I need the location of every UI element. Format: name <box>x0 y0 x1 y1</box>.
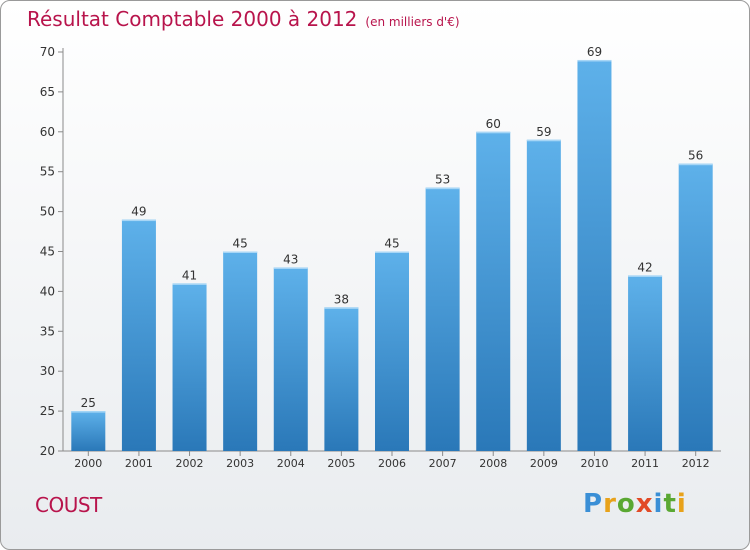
bar-2008 <box>476 131 511 452</box>
y-tick-label: 60 <box>40 125 55 139</box>
y-tick-label: 50 <box>40 205 55 219</box>
data-label: 49 <box>131 205 146 219</box>
y-tick-label: 30 <box>40 364 55 378</box>
bar-top-edge <box>425 187 460 190</box>
logo-letter: P <box>583 489 604 519</box>
commune-name: COUST <box>35 493 102 517</box>
bar-top-edge <box>375 251 409 253</box>
y-tick-label: 45 <box>40 245 55 259</box>
y-tick-label: 65 <box>40 85 55 99</box>
chart-title: Résultat Comptable 2000 à 2012 (en millie… <box>27 7 460 31</box>
x-tick-label: 2004 <box>277 457 305 470</box>
bar-top-edge <box>121 219 156 222</box>
data-label: 59 <box>536 125 551 139</box>
data-label: 69 <box>587 45 602 59</box>
data-labels: 25 49 41 45 43 38 45 53 60 59 69 42 56 <box>81 45 704 410</box>
y-tick-label: 70 <box>40 45 55 59</box>
logo-letter: r <box>603 489 617 519</box>
data-label: 56 <box>688 149 703 163</box>
bar-top-edge <box>476 131 511 134</box>
data-label: 25 <box>81 396 96 410</box>
bar-top-edge <box>273 267 308 269</box>
bar-2010 <box>577 59 612 451</box>
bar-2011 <box>628 275 663 451</box>
bar-2012 <box>678 163 713 451</box>
axes: 20 25 30 35 40 45 50 55 60 65 70 2000 2001 2002 2003 20… <box>40 45 721 470</box>
x-tick-label: 2003 <box>226 457 254 470</box>
x-tick-label: 2006 <box>378 457 406 470</box>
bar-2001 <box>121 219 156 451</box>
x-tick-label: 2002 <box>176 457 204 470</box>
x-tick-label: 2001 <box>125 457 153 470</box>
data-label: 45 <box>233 237 248 251</box>
bar-2009 <box>526 139 561 451</box>
bar-2002 <box>172 283 207 451</box>
bar-2007 <box>425 187 460 451</box>
bars <box>71 59 713 452</box>
y-tick-label: 20 <box>40 444 55 458</box>
data-label: 53 <box>435 173 450 187</box>
x-tick-label: 2008 <box>479 457 507 470</box>
proxiti-logo: Proxiti <box>583 489 687 519</box>
data-label: 38 <box>334 292 349 306</box>
x-tick-label: 2000 <box>74 457 102 470</box>
y-tick-label: 25 <box>40 404 55 418</box>
y-tick-label: 35 <box>40 324 55 338</box>
x-tick-label: 2009 <box>530 457 558 470</box>
logo-letter: x <box>635 489 654 519</box>
bar-top-edge <box>324 307 359 309</box>
logo-letter: i <box>653 489 664 519</box>
bar-top-edge <box>172 283 207 285</box>
chart-subtitle: (en milliers d'€) <box>365 15 460 29</box>
bar-2004 <box>273 267 308 451</box>
data-label: 45 <box>384 237 399 251</box>
bar-top-edge <box>223 251 258 253</box>
bar-2000 <box>71 411 106 451</box>
bar-top-edge <box>628 275 663 277</box>
x-tick-label: 2012 <box>682 457 710 470</box>
data-label: 42 <box>637 260 652 274</box>
bar-top-edge <box>678 163 713 166</box>
y-tick-label: 40 <box>40 284 55 298</box>
bar-top-edge <box>71 411 106 413</box>
y-tick-label: 55 <box>40 165 55 179</box>
bar-2003 <box>223 251 258 451</box>
x-tick-label: 2010 <box>580 457 608 470</box>
logo-letter: i <box>676 489 687 519</box>
bar-top-edge <box>577 59 612 62</box>
bar-top-edge <box>526 139 561 142</box>
x-tick-label: 2005 <box>327 457 355 470</box>
chart-title-text: Résultat Comptable 2000 à 2012 <box>27 7 358 31</box>
x-tick-label: 2011 <box>631 457 659 470</box>
logo-letter: o <box>616 489 636 519</box>
bar-2005 <box>324 307 359 451</box>
bar-2006 <box>375 251 409 451</box>
data-label: 41 <box>182 268 197 282</box>
logo-letter: t <box>663 489 677 519</box>
data-label: 60 <box>486 117 501 131</box>
x-tick-label: 2007 <box>429 457 457 470</box>
data-label: 43 <box>283 252 298 266</box>
